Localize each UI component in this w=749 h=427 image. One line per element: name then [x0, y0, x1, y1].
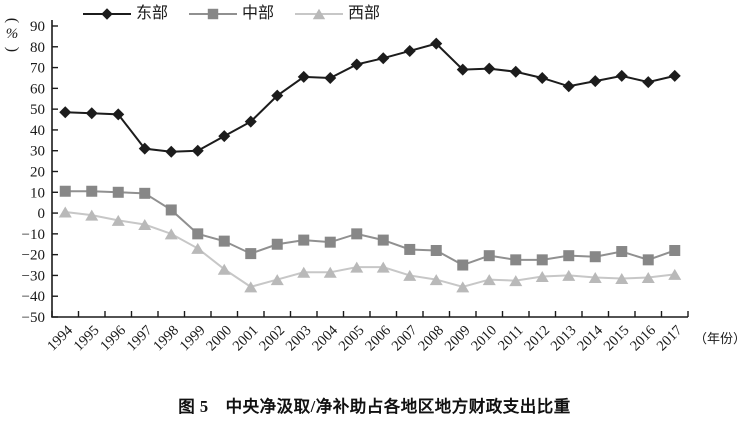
triangle-markers	[58, 206, 682, 293]
y-axis-unit-label: ( % )	[2, 13, 22, 56]
legend: 东部 中部 西部	[83, 6, 380, 22]
series-east	[59, 37, 681, 158]
y-unit-close-paren: )	[4, 46, 22, 52]
x-tick-label: 1996	[97, 323, 129, 355]
y-tick-label: −30	[22, 268, 45, 284]
square-marker-icon	[189, 8, 238, 20]
x-tick-label: 2009	[442, 323, 474, 355]
x-tick-label: 2016	[627, 323, 659, 355]
square-markers	[59, 185, 681, 271]
diamond-marker-icon	[83, 8, 131, 20]
series-west	[58, 206, 682, 293]
y-tick-label: 10	[30, 185, 45, 201]
x-tick-label: 2002	[256, 323, 288, 355]
series-central	[59, 185, 681, 271]
legend-item-east: 东部	[83, 6, 168, 22]
y-tick-label: 90	[30, 19, 45, 35]
y-tick-label: 70	[30, 61, 45, 77]
x-tick-label: 1995	[71, 323, 103, 355]
y-tick-label: 20	[30, 165, 45, 181]
x-tick-label: 1999	[177, 323, 209, 355]
x-tick-label: 2003	[283, 323, 315, 355]
x-tick-label: 2007	[389, 323, 421, 355]
x-tick-label: 2004	[309, 322, 341, 354]
legend-label-west: 西部	[348, 5, 381, 22]
legend-item-central: 中部	[189, 6, 274, 22]
legend-label-central: 中部	[242, 5, 275, 22]
x-tick-label: 2012	[521, 323, 553, 355]
x-tick-label: 2013	[548, 323, 580, 355]
x-tick-label: 2000	[203, 323, 235, 355]
legend-label-east: 东部	[136, 5, 169, 22]
y-tick-label: −40	[22, 289, 45, 305]
x-tick-label: 2005	[336, 323, 368, 355]
x-tick-label: 2017	[654, 323, 686, 355]
y-tick-label: −20	[22, 248, 45, 264]
x-tick-label: 1998	[150, 323, 182, 355]
x-tick-label: 2001	[230, 323, 262, 355]
y-tick-label: 80	[30, 40, 45, 56]
x-tick-label: 2006	[362, 323, 394, 355]
y-tick-label: 40	[30, 123, 45, 139]
series-west-line	[65, 211, 675, 288]
chart-canvas: 9080706050403020100−10−20−30−40−50199419…	[22, 19, 689, 354]
diamond-markers	[59, 37, 681, 158]
x-axis-unit-label: （年份）	[694, 331, 747, 346]
figure-caption: 图 5 中央净汲取/净补助占各地区地方财政支出比重	[178, 397, 571, 416]
x-tick-label: 2010	[468, 323, 500, 355]
y-axis-ticks: 90 80 70 60 50 40 30 20 10 0 −10 −20 −30 −40 −50	[22, 19, 58, 326]
series-east-line	[65, 42, 675, 153]
y-tick-label: 30	[30, 144, 45, 160]
x-tick-label: 1997	[124, 323, 156, 355]
x-tick-label: 2008	[415, 323, 447, 355]
triangle-marker-icon	[295, 8, 344, 20]
x-tick-label: 2011	[495, 323, 526, 354]
y-tick-label: 60	[30, 81, 45, 97]
x-tick-label: 2015	[601, 323, 633, 355]
y-unit-open-paren: (	[4, 17, 22, 24]
y-tick-label: −10	[22, 227, 45, 243]
percent-symbol: %	[5, 25, 19, 42]
y-tick-label: 0	[38, 206, 46, 222]
legend-item-west: 西部	[295, 6, 380, 22]
x-tick-label: 2014	[574, 322, 606, 354]
y-tick-label: 50	[30, 102, 45, 118]
x-tick-label: 1994	[44, 322, 76, 354]
y-tick-label: −50	[22, 310, 45, 326]
x-axis-ticks	[51, 311, 689, 317]
x-axis-labels: 1994199519961997199819992000200120022003…	[44, 322, 685, 354]
